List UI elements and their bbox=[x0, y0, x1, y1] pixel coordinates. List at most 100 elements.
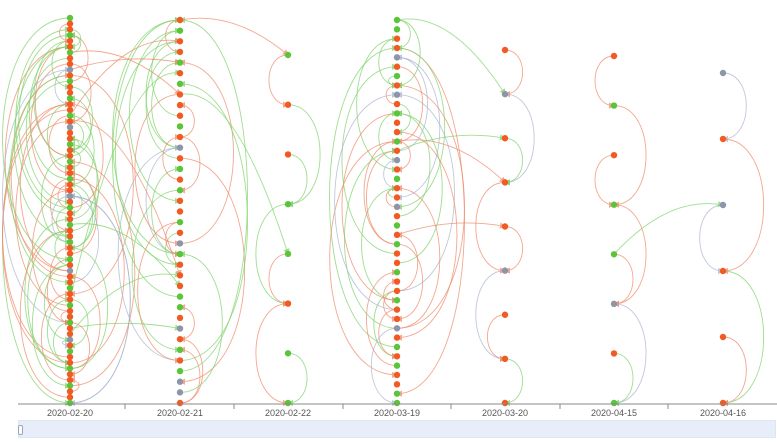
node-2020-02-20-10[interactable] bbox=[66, 72, 74, 79]
node-2020-02-21-14[interactable] bbox=[176, 165, 184, 173]
node-2020-03-19-9[interactable] bbox=[393, 100, 401, 108]
node-2020-03-19-38[interactable] bbox=[393, 371, 401, 379]
node-2020-02-22-5[interactable] bbox=[284, 300, 292, 307]
node-2020-02-20-40[interactable] bbox=[66, 244, 74, 252]
node-2020-02-21-21[interactable] bbox=[176, 240, 184, 247]
node-2020-03-19-35[interactable] bbox=[393, 343, 401, 351]
node-2020-02-20-22[interactable] bbox=[66, 141, 74, 148]
node-2020-02-20-63[interactable] bbox=[66, 376, 74, 384]
node-2020-03-19-1[interactable] bbox=[393, 26, 401, 33]
node-2020-02-21-15[interactable] bbox=[176, 176, 184, 183]
node-2020-02-22-1[interactable] bbox=[284, 101, 292, 108]
node-2020-02-20-52[interactable] bbox=[66, 313, 74, 321]
node-2020-02-21-11[interactable] bbox=[176, 133, 184, 141]
node-2020-03-19-41[interactable] bbox=[393, 399, 401, 407]
node-2020-02-20-59[interactable] bbox=[66, 353, 74, 361]
node-2020-02-20-34[interactable] bbox=[66, 210, 74, 217]
node-2020-03-19-5[interactable] bbox=[393, 63, 401, 70]
node-2020-02-20-7[interactable] bbox=[66, 55, 74, 62]
node-2020-03-19-23[interactable] bbox=[393, 231, 401, 239]
node-2020-02-20-50[interactable] bbox=[66, 302, 74, 309]
node-2020-02-21-27[interactable] bbox=[176, 304, 184, 311]
node-2020-02-20-14[interactable] bbox=[66, 95, 74, 102]
node-2020-02-20-48[interactable] bbox=[66, 290, 74, 298]
node-2020-02-20-25[interactable] bbox=[66, 158, 74, 165]
node-2020-02-20-57[interactable] bbox=[66, 342, 74, 349]
node-2020-02-20-49[interactable] bbox=[66, 296, 74, 303]
node-2020-04-15-0[interactable] bbox=[610, 52, 618, 60]
node-2020-02-20-32[interactable] bbox=[66, 198, 74, 206]
node-2020-03-20-5[interactable] bbox=[501, 267, 509, 274]
node-2020-03-19-11[interactable] bbox=[393, 119, 401, 126]
node-2020-04-15-6[interactable] bbox=[610, 350, 618, 357]
node-2020-02-20-41[interactable] bbox=[66, 250, 74, 257]
node-2020-02-21-6[interactable] bbox=[176, 80, 184, 88]
node-2020-02-20-28[interactable] bbox=[66, 175, 74, 183]
node-2020-02-20-3[interactable] bbox=[66, 32, 74, 39]
node-2020-02-20-16[interactable] bbox=[66, 106, 74, 114]
node-2020-02-22-2[interactable] bbox=[284, 151, 292, 158]
node-2020-02-20-54[interactable] bbox=[66, 325, 74, 332]
node-2020-02-20-18[interactable] bbox=[66, 118, 74, 125]
node-2020-03-19-19[interactable] bbox=[393, 194, 401, 201]
node-2020-02-21-13[interactable] bbox=[176, 155, 184, 162]
node-2020-02-21-25[interactable] bbox=[176, 282, 184, 290]
node-2020-03-20-3[interactable] bbox=[501, 179, 509, 186]
node-2020-02-21-4[interactable] bbox=[176, 59, 184, 66]
scrollbar-handle[interactable] bbox=[18, 425, 23, 435]
node-2020-03-19-33[interactable] bbox=[393, 325, 401, 332]
node-2020-02-20-55[interactable] bbox=[66, 330, 74, 338]
node-2020-02-21-26[interactable] bbox=[176, 293, 184, 300]
node-2020-03-19-36[interactable] bbox=[393, 353, 401, 360]
node-2020-02-21-28[interactable] bbox=[176, 314, 184, 322]
node-2020-02-20-8[interactable] bbox=[66, 60, 74, 68]
node-2020-03-19-29[interactable] bbox=[393, 287, 401, 295]
node-2020-02-21-34[interactable] bbox=[176, 378, 184, 385]
node-2020-03-19-16[interactable] bbox=[393, 166, 401, 173]
node-2020-03-19-40[interactable] bbox=[393, 390, 401, 397]
node-2020-02-21-0[interactable] bbox=[176, 16, 184, 24]
node-2020-02-22-7[interactable] bbox=[284, 399, 292, 407]
node-2020-02-20-12[interactable] bbox=[66, 83, 74, 91]
node-2020-02-20-19[interactable] bbox=[66, 123, 74, 131]
node-2020-04-16-3[interactable] bbox=[719, 267, 727, 275]
node-2020-02-20-0[interactable] bbox=[66, 14, 74, 22]
node-2020-03-20-6[interactable] bbox=[501, 311, 509, 318]
node-2020-02-21-22[interactable] bbox=[176, 250, 184, 258]
node-2020-02-20-11[interactable] bbox=[66, 78, 74, 85]
node-2020-03-19-3[interactable] bbox=[393, 44, 401, 52]
node-2020-02-20-56[interactable] bbox=[66, 336, 74, 343]
node-2020-03-19-25[interactable] bbox=[393, 250, 401, 257]
node-2020-02-20-51[interactable] bbox=[66, 307, 74, 315]
node-2020-02-20-24[interactable] bbox=[66, 152, 74, 160]
node-2020-03-20-4[interactable] bbox=[501, 223, 509, 230]
node-2020-03-20-1[interactable] bbox=[501, 90, 509, 98]
node-2020-03-19-6[interactable] bbox=[393, 72, 401, 80]
node-2020-04-16-1[interactable] bbox=[719, 135, 727, 143]
node-2020-02-20-37[interactable] bbox=[66, 227, 74, 234]
node-2020-02-21-33[interactable] bbox=[176, 367, 184, 375]
node-2020-02-20-60[interactable] bbox=[66, 359, 74, 366]
node-2020-02-20-64[interactable] bbox=[66, 382, 74, 389]
node-2020-02-20-39[interactable] bbox=[66, 238, 74, 246]
node-2020-02-20-36[interactable] bbox=[66, 221, 74, 229]
node-2020-03-19-7[interactable] bbox=[393, 82, 401, 89]
node-2020-03-19-28[interactable] bbox=[393, 278, 401, 285]
node-2020-02-22-4[interactable] bbox=[284, 250, 292, 258]
node-2020-02-21-17[interactable] bbox=[176, 197, 184, 205]
node-2020-03-19-32[interactable] bbox=[393, 315, 401, 323]
node-2020-02-21-35[interactable] bbox=[176, 389, 184, 396]
node-2020-03-19-31[interactable] bbox=[393, 306, 401, 313]
node-2020-02-20-38[interactable] bbox=[66, 233, 74, 240]
node-2020-02-21-2[interactable] bbox=[176, 38, 184, 45]
node-2020-03-19-4[interactable] bbox=[393, 54, 401, 61]
node-2020-02-20-29[interactable] bbox=[66, 181, 74, 188]
node-2020-03-19-39[interactable] bbox=[393, 381, 401, 388]
node-2020-02-21-32[interactable] bbox=[176, 357, 184, 364]
node-2020-03-19-30[interactable] bbox=[393, 297, 401, 304]
node-2020-02-21-18[interactable] bbox=[176, 208, 184, 215]
node-2020-04-15-3[interactable] bbox=[610, 201, 618, 208]
node-2020-02-20-42[interactable] bbox=[66, 256, 74, 263]
node-2020-03-19-27[interactable] bbox=[393, 269, 401, 276]
node-2020-02-21-1[interactable] bbox=[176, 27, 184, 34]
